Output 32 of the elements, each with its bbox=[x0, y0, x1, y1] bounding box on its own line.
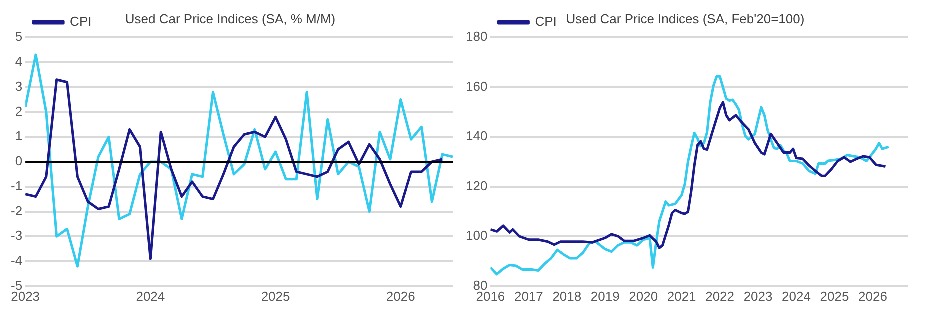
y-tick-label: 2 bbox=[15, 104, 23, 119]
legend-label: CPI bbox=[535, 14, 557, 30]
legend-label: CPI bbox=[70, 14, 92, 30]
y-tick-label: 5 bbox=[15, 29, 23, 44]
y-tick-label: 100 bbox=[466, 228, 488, 244]
x-tick-label: 2021 bbox=[667, 288, 696, 304]
y-tick-label: 4 bbox=[15, 54, 23, 70]
x-tick-label: 2022 bbox=[706, 288, 735, 304]
x-tick-label: 2024 bbox=[136, 288, 166, 304]
x-tick-label: 2017 bbox=[514, 288, 544, 304]
x-tick-label: 2023 bbox=[744, 288, 773, 304]
chart-title: Used Car Price Indices (SA, Feb'20=100) bbox=[566, 11, 805, 26]
y-tick-label: 140 bbox=[466, 128, 488, 144]
y-tick-label: -3 bbox=[10, 228, 23, 244]
y-tick-label: 120 bbox=[466, 178, 488, 194]
x-tick-label: 2020 bbox=[629, 288, 658, 304]
x-tick-label: 2019 bbox=[590, 288, 620, 304]
y-tick-label: -1 bbox=[10, 178, 23, 194]
y-tick-label: 160 bbox=[466, 78, 488, 94]
y-tick-label: 180 bbox=[466, 29, 488, 44]
y-tick-label: 0 bbox=[15, 154, 23, 169]
y-tick-label: 1 bbox=[15, 128, 23, 144]
x-tick-label: 2025 bbox=[261, 288, 290, 304]
chart-title: Used Car Price Indices (SA, % M/M) bbox=[125, 11, 336, 26]
x-tick-label: 2024 bbox=[782, 288, 811, 304]
y-tick-label: -4 bbox=[10, 253, 23, 268]
x-tick-label: 2026 bbox=[858, 288, 888, 304]
x-tick-label: 2018 bbox=[552, 288, 582, 304]
y-tick-label: 3 bbox=[15, 78, 23, 94]
x-tick-label: 2025 bbox=[820, 288, 850, 304]
x-tick-label: 2026 bbox=[386, 288, 416, 304]
y-tick-label: -2 bbox=[10, 203, 23, 218]
